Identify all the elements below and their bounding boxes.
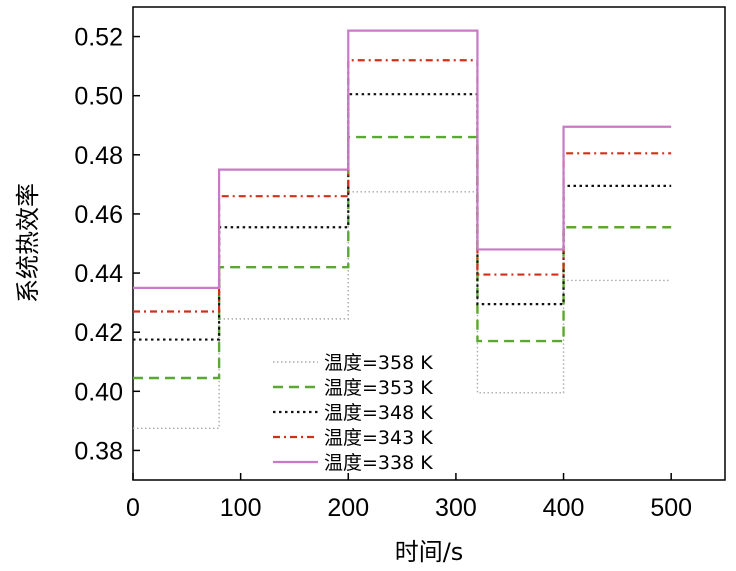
series-layer <box>133 29 672 429</box>
legend-label-2: 温度=348 K <box>324 402 433 424</box>
y-tick-label: 0.48 <box>74 142 123 170</box>
y-axis: 0.38 0.40 0.42 0.44 0.46 0.48 0.50 0.52 <box>74 24 140 465</box>
y-tick-label: 0.38 <box>74 437 123 465</box>
legend-label-4: 温度=338 K <box>324 452 433 474</box>
x-axis: 0 100 200 300 400 500 <box>126 473 692 522</box>
series-line-1 <box>133 135 672 380</box>
y-tick-label: 0.44 <box>74 260 123 288</box>
legend-label-3: 温度=343 K <box>324 427 433 449</box>
x-tick-label: 100 <box>220 494 262 522</box>
series-line-0 <box>133 191 672 429</box>
y-tick-label: 0.46 <box>74 201 123 229</box>
x-axis-title: 时间/s <box>395 538 464 566</box>
x-tick-label: 0 <box>126 494 140 522</box>
x-tick-label: 300 <box>435 494 477 522</box>
y-tick-label: 0.40 <box>74 378 123 406</box>
plot-frame <box>132 6 726 481</box>
y-tick-label: 0.52 <box>74 24 123 52</box>
y-tick-label: 0.50 <box>74 83 123 111</box>
x-tick-label: 200 <box>327 494 369 522</box>
x-tick-label: 500 <box>650 494 692 522</box>
x-tick-label: 400 <box>543 494 585 522</box>
series-line-2 <box>133 93 672 341</box>
legend-label-0: 温度=358 K <box>324 352 433 374</box>
y-tick-label: 0.42 <box>74 319 123 347</box>
y-axis-title: 系统热效率 <box>14 183 42 303</box>
series-line-4 <box>133 29 672 289</box>
legend-label-1: 温度=353 K <box>324 377 433 399</box>
legend: 温度=358 K 温度=353 K 温度=348 K 温度=343 K 温度=338 K <box>273 352 433 474</box>
series-line-3 <box>133 59 672 313</box>
